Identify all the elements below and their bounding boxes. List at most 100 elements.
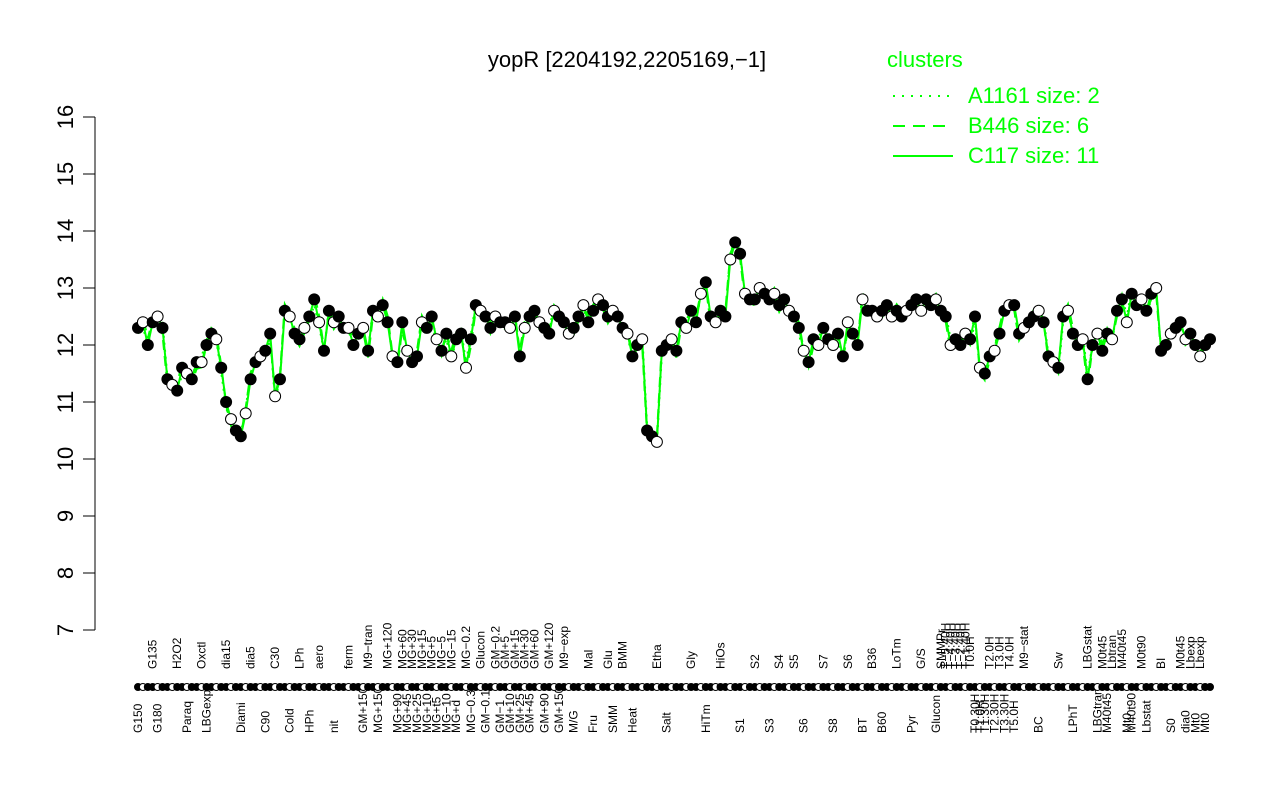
- y-tick-label: 10: [53, 447, 78, 471]
- data-point: [504, 321, 516, 334]
- x-tick-label: T−5.40H: [939, 623, 953, 669]
- data-point: [841, 316, 854, 329]
- data-point: [420, 321, 433, 334]
- y-tick-label: 8: [53, 567, 78, 579]
- y-tick-label: 13: [53, 276, 78, 300]
- data-point: [1008, 299, 1021, 312]
- data-point: [362, 344, 375, 357]
- data-point: [303, 310, 316, 323]
- data-point: [665, 333, 678, 346]
- x-tick-label: GM+25: [513, 693, 527, 733]
- x-tick-label: BMM: [616, 641, 630, 669]
- x-tick-label: T0.30H: [968, 694, 982, 733]
- x-tick-label: M0t45: [1095, 635, 1109, 669]
- x-tick-label: T4.0H: [1002, 636, 1016, 669]
- x-tick-label: S3: [762, 718, 776, 733]
- x-tick-label: GM+120: [542, 622, 556, 669]
- x-tick-label: M40t45: [1115, 629, 1129, 669]
- x-tick-label: M9−exp: [557, 626, 571, 669]
- x-tick-label: B36: [865, 647, 879, 669]
- data-point: [425, 310, 438, 323]
- data-point: [729, 236, 742, 249]
- data-point: [313, 316, 326, 329]
- x-tick-label: dia15: [219, 639, 233, 669]
- x-tick-label: Heat: [625, 707, 639, 733]
- x-tick-label: GM+10: [503, 693, 517, 733]
- x-tick-label: MG+5: [425, 636, 439, 669]
- data-point: [220, 396, 233, 408]
- data-point: [234, 430, 247, 443]
- data-point: [577, 299, 590, 312]
- data-point: [557, 316, 570, 329]
- x-tick-label: BC: [1032, 716, 1046, 733]
- x-tick-label: S4: [772, 654, 786, 669]
- data-point: [1135, 293, 1148, 306]
- data-point: [1194, 350, 1207, 363]
- x-tick-label: S6: [797, 718, 811, 733]
- x-tick-label: HiOs: [714, 642, 728, 669]
- data-point: [1184, 327, 1197, 340]
- x-tick-label: Glu: [601, 650, 615, 669]
- x-tick-label: GM+150: [552, 686, 566, 733]
- x-tick-label: MG−0.2: [459, 626, 473, 669]
- data-point: [1052, 361, 1065, 374]
- data-point: [1066, 327, 1079, 340]
- data-point: [171, 384, 184, 397]
- data-point: [401, 344, 414, 357]
- data-point: [543, 327, 556, 340]
- x-tick-label: GM+90: [537, 693, 551, 733]
- data-point: [680, 321, 693, 334]
- data-point: [156, 321, 169, 334]
- x-tick-label: HiTm: [699, 704, 713, 733]
- x-tick-label: LBGexp: [200, 689, 214, 733]
- data-point: [396, 316, 409, 329]
- x-tick-label: S5: [787, 654, 801, 669]
- data-point: [587, 304, 600, 317]
- data-point: [371, 310, 384, 323]
- data-point: [1086, 339, 1099, 351]
- x-tick-label: G180: [151, 703, 165, 733]
- x-tick-label: MG+30: [405, 629, 419, 669]
- y-tick-label: 9: [53, 510, 78, 522]
- data-point: [1204, 333, 1216, 346]
- data-point: [768, 287, 781, 300]
- data-point: [964, 333, 977, 346]
- x-tick-label: MG+t5: [430, 696, 444, 733]
- data-point: [151, 310, 164, 323]
- data-point: [734, 247, 747, 260]
- y-tick-label: 7: [53, 624, 78, 636]
- data-point: [1062, 304, 1074, 317]
- data-point: [435, 344, 448, 357]
- x-tick-label: M0t45: [1174, 635, 1188, 669]
- data-point: [685, 304, 698, 317]
- data-point: [430, 333, 443, 346]
- x-tick-label: Lbexp: [1183, 636, 1197, 669]
- data-point: [597, 299, 609, 312]
- data-point: [141, 339, 154, 351]
- x-tick-label: LPh: [293, 648, 307, 669]
- data-point: [274, 373, 286, 386]
- x-tick-label: S6: [841, 654, 855, 669]
- x-tick-label: T0.0H: [963, 636, 977, 669]
- data-point: [856, 293, 869, 306]
- x-tick-label: LBGtran: [1090, 688, 1104, 733]
- x-tick-label: T1.30H: [978, 694, 992, 733]
- data-point: [567, 321, 580, 334]
- x-tick-label: GM+15: [508, 629, 522, 669]
- x-tick-label: GM−1: [493, 700, 507, 733]
- data-point: [322, 304, 335, 317]
- data-point: [185, 373, 198, 386]
- data-point: [978, 367, 991, 380]
- x-tick-label: B60: [875, 711, 889, 733]
- data-point: [332, 310, 345, 323]
- data-point: [1032, 304, 1045, 317]
- x-tick-label: Lbtran: [1105, 635, 1119, 669]
- data-point: [225, 413, 237, 426]
- data-point: [195, 356, 208, 369]
- data-point: [210, 333, 223, 346]
- x-tick-label: nit: [327, 720, 341, 733]
- x-tick-label: MG+d: [449, 700, 463, 733]
- data-point: [812, 339, 825, 351]
- data-point: [797, 344, 810, 357]
